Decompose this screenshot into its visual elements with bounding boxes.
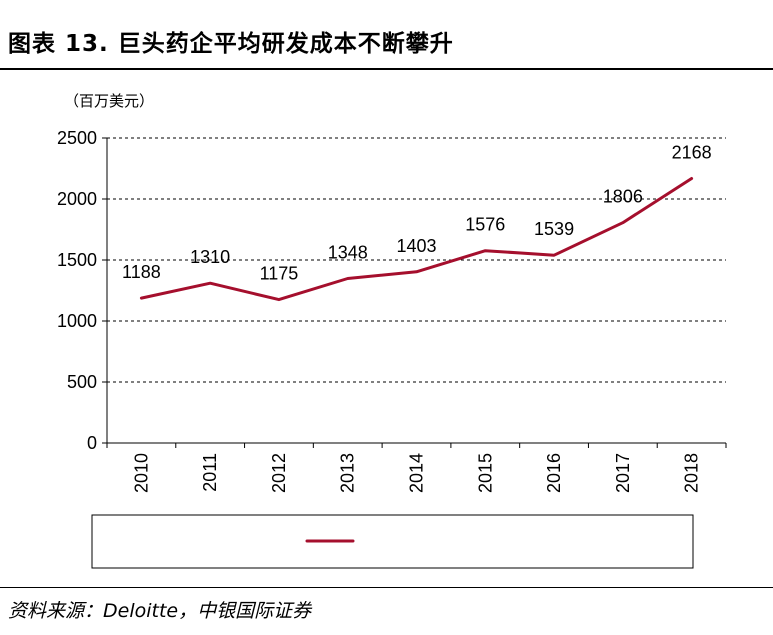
- x-tick-label: 2014: [407, 453, 427, 493]
- y-tick-label: 2000: [57, 189, 97, 209]
- y-tick-label: 500: [67, 372, 97, 392]
- data-label: 1539: [534, 219, 574, 239]
- legend: [91, 514, 694, 569]
- y-tick-labels: 0 500 1000 1500 2000 2500: [57, 128, 97, 453]
- legend-box: [91, 514, 694, 569]
- data-label: 1806: [603, 187, 643, 207]
- x-tick-labels: 2010 2011 2012 2013 2014 2015 2016 2017 2018: [131, 453, 701, 493]
- data-label: 1175: [260, 264, 299, 284]
- x-tick-label: 2016: [544, 453, 564, 493]
- axes: [102, 137, 727, 448]
- series-lines: [139, 177, 694, 302]
- x-tick-label: 2010: [131, 453, 151, 493]
- source-note: 资料来源：Deloitte，中银国际证券: [8, 600, 312, 622]
- data-label: 1403: [396, 236, 436, 256]
- x-tick-label: 2018: [682, 453, 702, 493]
- source-divider: [0, 587, 773, 588]
- y-axis-unit-label: （百万美元）: [64, 92, 155, 110]
- x-tick-label: 2012: [269, 453, 289, 493]
- data-label: 1310: [190, 247, 230, 267]
- y-tick-label: 2500: [57, 128, 97, 148]
- y-tick-label: 1500: [57, 250, 97, 270]
- data-label: 1188: [122, 262, 161, 282]
- gridlines: [107, 137, 726, 383]
- data-labels: 1188 1310 1175 1348 1403 1576 1539 1806 2168: [122, 143, 712, 284]
- figure-title: 图表 13. 巨头药企平均研发成本不断攀升: [8, 31, 454, 57]
- x-tick-label: 2015: [475, 453, 495, 493]
- data-label: 1348: [328, 243, 368, 263]
- x-tick-label: 2013: [338, 453, 358, 493]
- y-tick-label: 0: [87, 433, 97, 453]
- series-line-0: [139, 177, 694, 302]
- x-tick-label: 2017: [613, 453, 633, 493]
- y-tick-label: 1000: [57, 311, 97, 331]
- data-label: 1576: [465, 215, 505, 235]
- data-label: 2168: [672, 143, 712, 163]
- title-divider: [0, 68, 773, 70]
- x-tick-label: 2011: [200, 453, 220, 492]
